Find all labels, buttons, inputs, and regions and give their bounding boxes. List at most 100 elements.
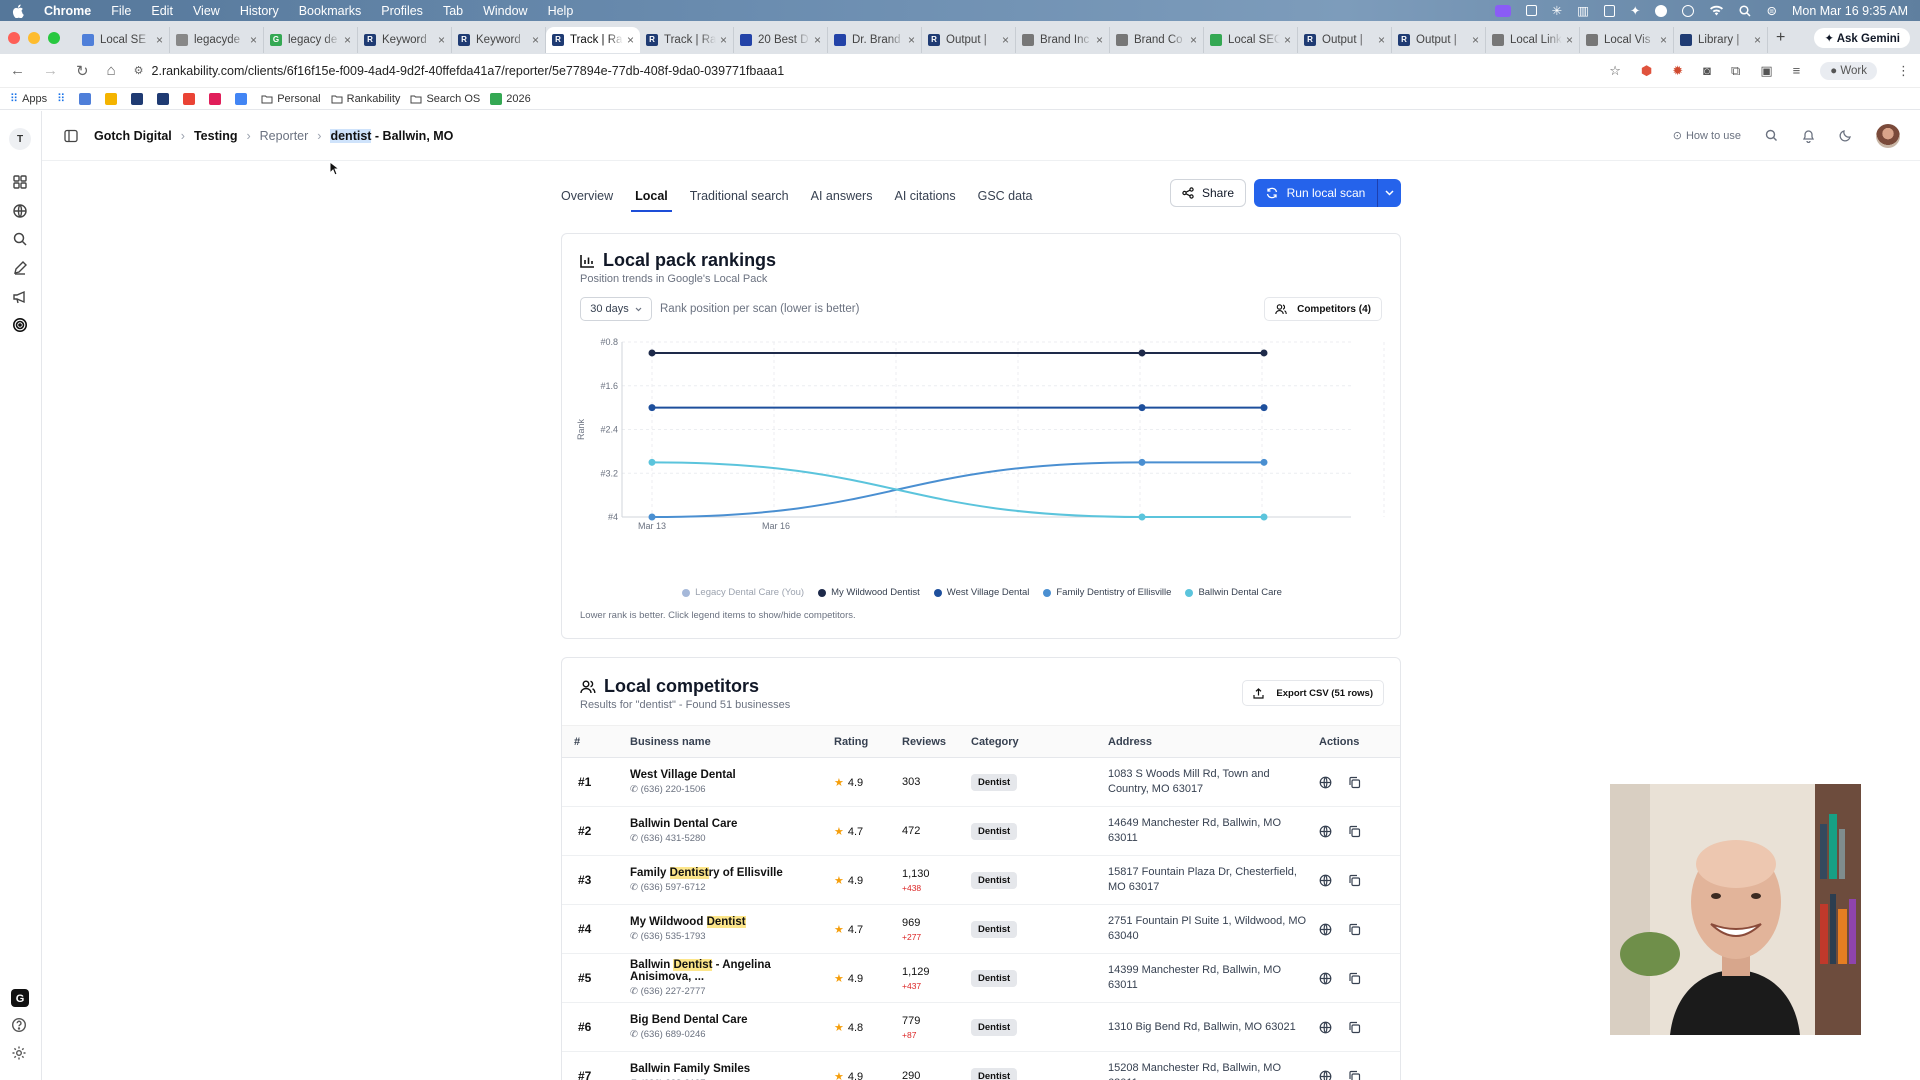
vpn-icon[interactable] <box>1655 4 1668 17</box>
tab-close-icon[interactable]: × <box>813 32 821 47</box>
bookmark-item[interactable]: Search OS <box>410 93 480 105</box>
ask-gemini-button[interactable]: ✦ Ask Gemini <box>1814 27 1910 48</box>
table-row[interactable]: #3 Family Dentistry of Ellisville ✆ (636) … <box>562 855 1400 905</box>
close-window-button[interactable] <box>8 31 20 44</box>
business-name[interactable]: Big Bend Dental Care <box>630 1014 834 1026</box>
copy-icon[interactable] <box>1348 776 1361 789</box>
bookmark-item[interactable]: ⠿ <box>57 92 69 105</box>
tab-ai-answers[interactable]: AI answers <box>810 189 873 203</box>
settings-gear-icon[interactable] <box>11 1045 29 1063</box>
browser-tab[interactable]: Local Vis × <box>1580 26 1674 53</box>
competitors-button[interactable]: Competitors (4) <box>1264 297 1382 321</box>
tab-close-icon[interactable]: × <box>249 32 257 47</box>
tab-close-icon[interactable]: × <box>155 32 163 47</box>
pencil-nav-icon[interactable] <box>12 260 30 278</box>
breadcrumb-reporter[interactable]: Reporter <box>259 128 309 143</box>
column-header-rank[interactable]: # <box>562 725 630 758</box>
sparkle-icon[interactable]: ✦ <box>1630 4 1641 18</box>
table-row[interactable]: #4 My Wildwood Dentist ✆ (636) 535-1793 ★ 4.… <box>562 904 1400 954</box>
website-globe-icon[interactable] <box>1319 923 1332 936</box>
business-name[interactable]: West Village Dental <box>630 769 834 781</box>
column-header-address[interactable]: Address <box>1108 725 1319 758</box>
column-header-business[interactable]: Business name <box>630 725 834 758</box>
tab-close-icon[interactable]: × <box>1565 32 1573 47</box>
brightness-icon[interactable]: ✳ <box>1551 4 1563 18</box>
website-globe-icon[interactable] <box>1319 972 1332 985</box>
tab-close-icon[interactable]: × <box>1377 32 1385 47</box>
browser-tab[interactable]: Brand Inc × <box>1016 26 1110 53</box>
tab-overview[interactable]: Overview <box>561 189 614 203</box>
dashboard-grid-icon[interactable] <box>12 174 30 192</box>
menu-edit[interactable]: Edit <box>151 3 173 18</box>
tab-gsc-data[interactable]: GSC data <box>977 189 1033 203</box>
new-tab-button[interactable]: + <box>1776 28 1786 46</box>
legend-item[interactable]: My Wildwood Dentist <box>818 587 920 598</box>
menu-tab[interactable]: Tab <box>442 3 464 18</box>
tab-close-icon[interactable]: × <box>437 32 445 47</box>
bookmark-item[interactable] <box>131 92 147 105</box>
legend-item[interactable]: West Village Dental <box>933 587 1029 598</box>
menu-file[interactable]: File <box>111 3 132 18</box>
bookmark-item[interactable] <box>235 92 251 105</box>
business-name[interactable]: Ballwin Family Smiles <box>630 1063 834 1075</box>
extensions-puzzle-icon[interactable]: ⧉ <box>1731 62 1741 78</box>
tab-traditional-search[interactable]: Traditional search <box>689 189 789 203</box>
menu-history[interactable]: History <box>239 3 279 18</box>
business-name[interactable]: My Wildwood Dentist <box>630 916 834 928</box>
website-globe-icon[interactable] <box>1319 874 1332 887</box>
tab-close-icon[interactable]: × <box>907 32 915 47</box>
tab-close-icon[interactable]: × <box>1659 32 1667 47</box>
clipboard-icon[interactable] <box>1604 4 1615 17</box>
copy-icon[interactable] <box>1348 825 1361 838</box>
browser-tab[interactable]: Local SE × <box>76 26 170 53</box>
browser-tab[interactable]: Brand Co × <box>1110 26 1204 53</box>
minimize-window-button[interactable] <box>28 31 40 44</box>
url-field[interactable]: 2.rankability.com/clients/6f16f15e-f009-… <box>151 63 785 78</box>
tab-close-icon[interactable]: × <box>626 32 634 47</box>
column-header-reviews[interactable]: Reviews <box>902 725 971 758</box>
run-local-scan-button[interactable]: Run local scan <box>1254 179 1401 207</box>
play-circle-icon[interactable] <box>1682 4 1695 17</box>
sidebar-toggle-icon[interactable] <box>64 129 78 143</box>
date-range-select[interactable]: 30 days <box>580 297 652 321</box>
notes-icon[interactable] <box>1525 5 1537 16</box>
column-header-category[interactable]: Category <box>971 725 1108 758</box>
table-row[interactable]: #6 Big Bend Dental Care ✆ (636) 689-0246 ★ 4… <box>562 1002 1400 1052</box>
control-center-icon[interactable]: ⊜ <box>1766 4 1777 18</box>
copy-icon[interactable] <box>1348 874 1361 887</box>
stats-icon[interactable]: ▥ <box>1577 4 1589 18</box>
browser-tab[interactable]: R Output | × <box>922 26 1016 53</box>
browser-tab[interactable]: R Keyword × <box>452 26 546 53</box>
workspace-avatar[interactable]: T <box>9 128 31 150</box>
spotlight-search-icon[interactable] <box>1739 4 1752 17</box>
target-nav-icon[interactable] <box>12 317 30 335</box>
bookmark-item[interactable] <box>157 92 173 105</box>
tab-close-icon[interactable]: × <box>1189 32 1197 47</box>
bookmark-item[interactable] <box>209 92 225 105</box>
tab-search-icon[interactable]: ▣ <box>1760 62 1773 78</box>
browser-tab[interactable]: Local SEO × <box>1204 26 1298 53</box>
site-info-icon[interactable]: ⚙ <box>133 65 144 77</box>
legend-item[interactable]: Ballwin Dental Care <box>1185 587 1282 598</box>
table-row[interactable]: #5 Ballwin Dentist - Angelina Anisimova, … <box>562 953 1400 1003</box>
copy-icon[interactable] <box>1348 972 1361 985</box>
business-name[interactable]: Family Dentistry of Ellisville <box>630 867 834 879</box>
browser-tab[interactable]: Dr. Brand × <box>828 26 922 53</box>
business-name[interactable]: Ballwin Dentist - Angelina Anisimova, ..… <box>630 959 834 983</box>
browser-tab[interactable]: legacyde × <box>170 26 264 53</box>
grammarly-icon[interactable]: G <box>11 989 29 1007</box>
how-to-use-button[interactable]: ⊙ How to use <box>1673 129 1741 143</box>
bookmark-item[interactable]: 2026 <box>490 92 531 105</box>
menu-bookmarks[interactable]: Bookmarks <box>298 3 362 18</box>
globe-nav-icon[interactable] <box>12 203 30 221</box>
bookmark-item[interactable] <box>105 92 121 105</box>
menu-help[interactable]: Help <box>547 3 574 18</box>
search-nav-icon[interactable] <box>12 231 30 249</box>
legend-item[interactable]: Legacy Dental Care (You) <box>682 587 804 598</box>
tab-close-icon[interactable]: × <box>1095 32 1103 47</box>
breadcrumb-client[interactable]: Gotch Digital <box>94 128 172 143</box>
wifi-icon[interactable] <box>1709 5 1724 16</box>
menu-window[interactable]: Window <box>483 3 528 18</box>
website-globe-icon[interactable] <box>1319 1021 1332 1034</box>
apple-menu-icon[interactable] <box>12 4 24 18</box>
